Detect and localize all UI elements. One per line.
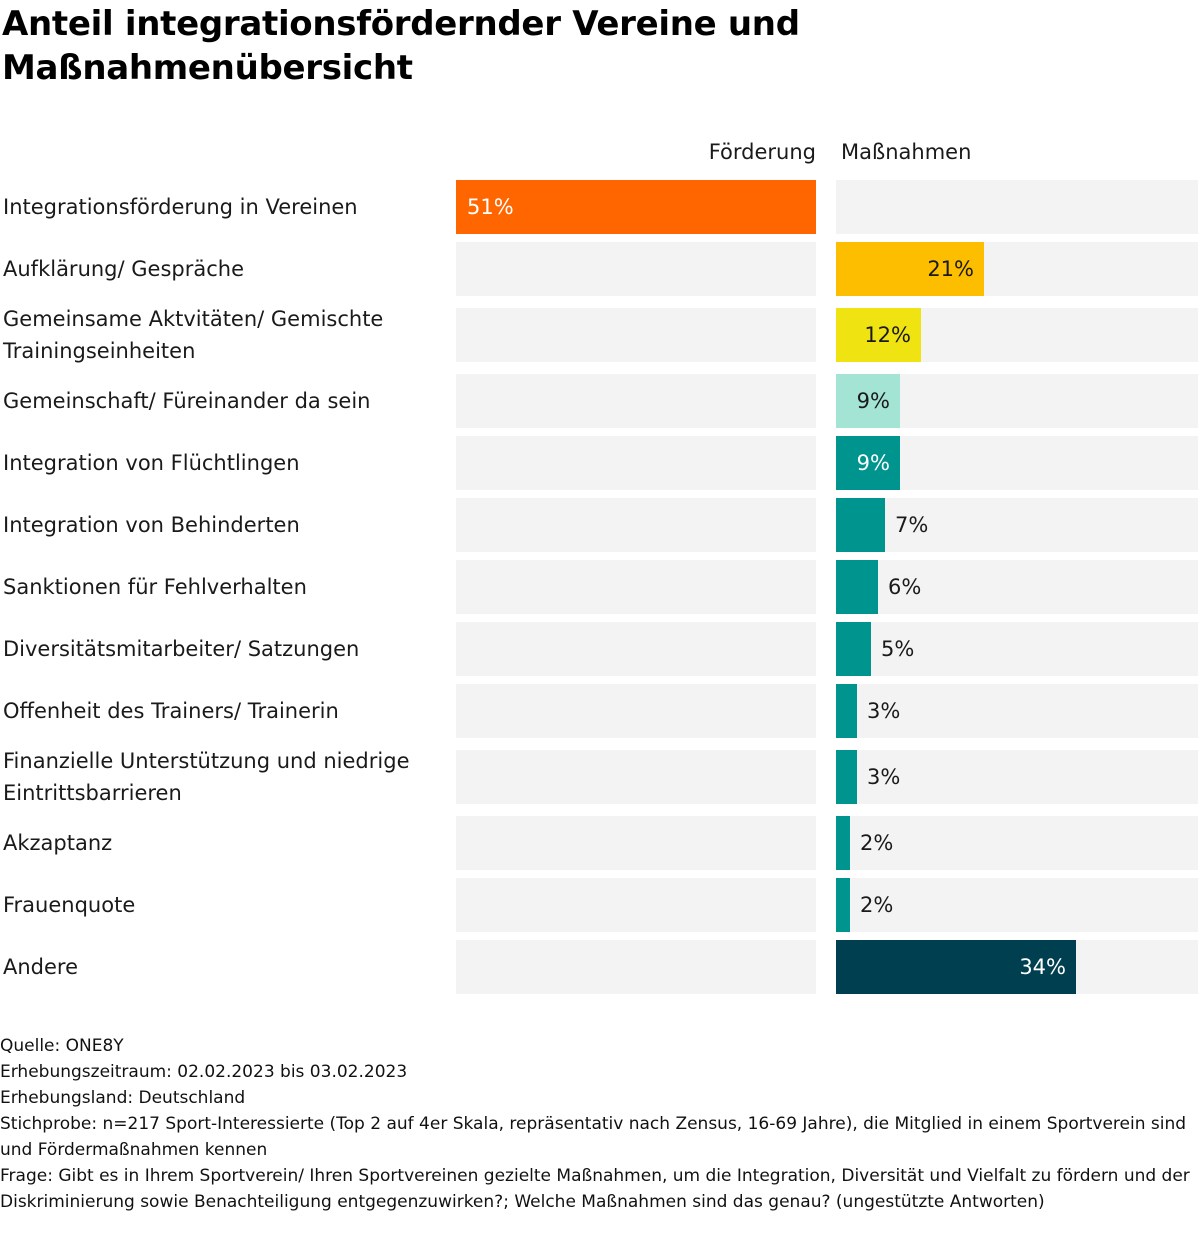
massnahmen-track: 2%: [836, 816, 1198, 870]
category-label: Gemeinsame Aktvitäten/ Gemischte Trainin…: [3, 307, 384, 363]
category-label: Andere: [3, 955, 79, 979]
category-label: Diversitätsmitarbeiter/ Satzungen: [3, 637, 360, 661]
massnahmen-track: 3%: [836, 750, 1198, 804]
foerderung-track: [456, 436, 816, 490]
massnahmen-bar: [836, 498, 885, 552]
category-label: Finanzielle Unterstützung und niedrige E…: [3, 749, 410, 805]
massnahmen-bar: [836, 374, 900, 428]
foerderung-track: [456, 374, 816, 428]
value-label: 5%: [881, 637, 915, 661]
foerderung-track: 51%: [456, 180, 816, 234]
chart-row: Diversitätsmitarbeiter/ Satzungen 5%: [0, 622, 1200, 676]
chart-row: Integration von Flüchtlingen 9%: [0, 436, 1200, 490]
column-header-foerderung: Förderung: [708, 140, 816, 164]
value-label: 2%: [860, 831, 894, 855]
chart-row: Finanzielle Unterstützung und niedrige E…: [0, 749, 1200, 805]
value-label: 2%: [860, 893, 894, 917]
chart-row: Offenheit des Trainers/ Trainerin 3%: [0, 684, 1200, 738]
column-header-massnahmen: Maßnahmen: [841, 140, 972, 164]
massnahmen-bar: [836, 436, 900, 490]
chart-title: Anteil integrationsfördernder Vereine un…: [2, 4, 800, 88]
massnahmen-bar: [836, 684, 857, 738]
value-label: 3%: [867, 765, 901, 789]
massnahmen-bar: [836, 878, 850, 932]
massnahmen-track: 34%: [836, 940, 1198, 994]
footer-country: Erhebungsland: Deutschland: [0, 1088, 246, 1108]
footer-source: Quelle: ONE8Y: [0, 1036, 124, 1056]
foerderung-track: [456, 684, 816, 738]
foerderung-track: [456, 940, 816, 994]
category-label: Offenheit des Trainers/ Trainerin: [3, 699, 339, 723]
chart-row: Aufklärung/ Gespräche 21%: [0, 242, 1200, 296]
massnahmen-track: 3%: [836, 684, 1198, 738]
category-label: Frauenquote: [3, 893, 136, 917]
massnahmen-bar: [836, 940, 1076, 994]
massnahmen-bar: [836, 560, 878, 614]
category-label: Integration von Flüchtlingen: [3, 451, 300, 475]
massnahmen-track: 9%: [836, 374, 1198, 428]
foerderung-track: [456, 560, 816, 614]
foerderung-track: [456, 816, 816, 870]
massnahmen-track: 6%: [836, 560, 1198, 614]
foerderung-track: [456, 242, 816, 296]
value-label: 3%: [867, 699, 901, 723]
foerderung-track: [456, 622, 816, 676]
massnahmen-bar: [836, 308, 921, 362]
massnahmen-track: 5%: [836, 622, 1198, 676]
foerderung-track: [456, 878, 816, 932]
value-label: 9%: [856, 451, 890, 475]
massnahmen-bar: [836, 816, 850, 870]
value-label: 9%: [856, 389, 890, 413]
massnahmen-bar: [836, 750, 857, 804]
foerderung-track: [456, 308, 816, 362]
value-label: 34%: [1019, 955, 1066, 979]
category-label: Aufklärung/ Gespräche: [3, 257, 245, 281]
chart-row: Gemeinsame Aktvitäten/ Gemischte Trainin…: [0, 307, 1200, 363]
category-label: Akzaptanz: [3, 831, 113, 855]
massnahmen-track: 12%: [836, 308, 1198, 362]
chart-footer: Quelle: ONE8Y Erhebungszeitraum: 02.02.2…: [0, 1033, 1200, 1215]
chart-row: Frauenquote 2%: [0, 878, 1200, 932]
value-label: 12%: [864, 323, 911, 347]
foerderung-bar: [456, 180, 816, 234]
category-label: Sanktionen für Fehlverhalten: [3, 575, 307, 599]
massnahmen-track: 2%: [836, 878, 1198, 932]
category-label: Integrationsförderung in Vereinen: [3, 195, 358, 219]
massnahmen-track: 21%: [836, 242, 1198, 296]
category-label: Integration von Behinderten: [3, 513, 300, 537]
massnahmen-bar: [836, 622, 871, 676]
chart-row: Andere 34%: [0, 940, 1200, 994]
massnahmen-bar: [836, 242, 984, 296]
chart-row: Akzaptanz 2%: [0, 816, 1200, 870]
foerderung-track: [456, 750, 816, 804]
footer-sample: Stichprobe: n=217 Sport-Interessierte (T…: [0, 1114, 1187, 1160]
massnahmen-track: 7%: [836, 498, 1198, 552]
chart-row: Integrationsförderung in Vereinen 51%: [0, 180, 1200, 234]
value-label: 21%: [927, 257, 974, 281]
footer-period: Erhebungszeitraum: 02.02.2023 bis 03.02.…: [0, 1062, 408, 1082]
chart-row: Integration von Behinderten 7%: [0, 498, 1200, 552]
chart-row: Gemeinschaft/ Füreinander da sein 9%: [0, 374, 1200, 428]
chart-row: Sanktionen für Fehlverhalten 6%: [0, 560, 1200, 614]
value-label: 51%: [467, 195, 514, 219]
value-label: 6%: [888, 575, 922, 599]
massnahmen-track: [836, 180, 1198, 234]
footer-question: Frage: Gibt es in Ihrem Sportverein/ Ihr…: [0, 1166, 1190, 1212]
value-label: 7%: [895, 513, 929, 537]
massnahmen-track: 9%: [836, 436, 1198, 490]
foerderung-track: [456, 498, 816, 552]
category-label: Gemeinschaft/ Füreinander da sein: [3, 389, 371, 413]
